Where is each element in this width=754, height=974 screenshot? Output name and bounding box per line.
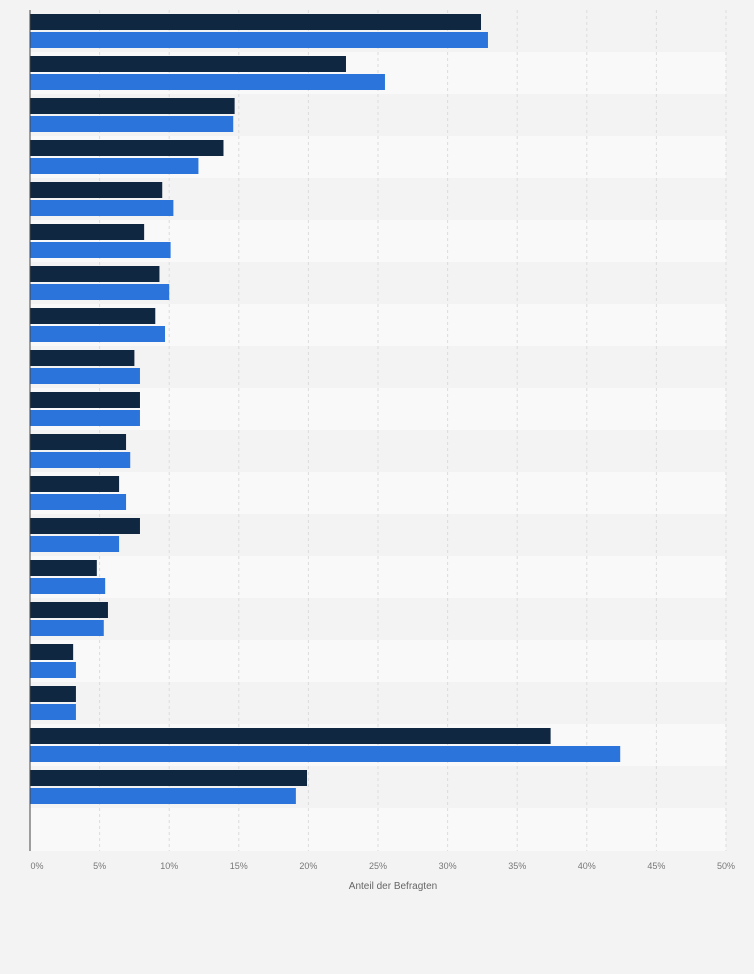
- bar-series-1: [30, 392, 140, 408]
- x-tick-label: 20%: [299, 861, 317, 871]
- bar-series-1: [30, 224, 145, 240]
- bar-series-2: [30, 578, 106, 594]
- bar-series-1: [30, 476, 120, 492]
- bar-series-2: [30, 620, 104, 636]
- bar-series-2: [30, 116, 234, 132]
- bar-series-1: [30, 770, 308, 786]
- bar-series-2: [30, 410, 140, 426]
- bar-series-1: [30, 560, 97, 576]
- x-tick-label: 5%: [93, 861, 106, 871]
- x-tick-label: 0%: [30, 861, 43, 871]
- x-tick-label: 10%: [160, 861, 178, 871]
- bar-series-2: [30, 74, 385, 90]
- bar-series-2: [30, 200, 174, 216]
- bar-series-2: [30, 452, 131, 468]
- x-tick-label: 30%: [439, 861, 457, 871]
- bar-series-1: [30, 728, 551, 744]
- bar-series-2: [30, 704, 76, 720]
- bar-series-2: [30, 788, 296, 804]
- bar-series-2: [30, 32, 488, 48]
- bar-series-2: [30, 536, 120, 552]
- bar-series-2: [30, 662, 76, 678]
- bar-series-2: [30, 158, 199, 174]
- bar-series-1: [30, 644, 74, 660]
- bar-series-1: [30, 518, 140, 534]
- x-tick-labels: 0% 5% 10% 15% 20% 25% 30% 35% 40% 45% 50%: [30, 861, 735, 871]
- x-tick-label: 15%: [230, 861, 248, 871]
- x-tick-label: 40%: [578, 861, 596, 871]
- bar-series-1: [30, 140, 224, 156]
- bar-series-1: [30, 98, 235, 114]
- bar-series-1: [30, 308, 156, 324]
- x-tick-label: 35%: [508, 861, 526, 871]
- bar-series-2: [30, 242, 171, 258]
- bar-series-1: [30, 56, 346, 72]
- bar-series-1: [30, 14, 482, 30]
- bar-series-2: [30, 326, 166, 342]
- bars: [30, 14, 621, 804]
- x-tick-label: 25%: [369, 861, 387, 871]
- row-bands: [30, 10, 726, 851]
- x-tick-label: 45%: [647, 861, 665, 871]
- bar-series-1: [30, 266, 160, 282]
- x-tick-label: 50%: [717, 861, 735, 871]
- bar-series-1: [30, 350, 135, 366]
- bar-series-2: [30, 746, 621, 762]
- bar-series-1: [30, 602, 108, 618]
- bar-series-2: [30, 494, 127, 510]
- bar-series-1: [30, 686, 76, 702]
- x-axis-label: Anteil der Befragten: [349, 881, 437, 892]
- bar-series-1: [30, 434, 127, 450]
- bar-series-2: [30, 368, 140, 384]
- bar-series-1: [30, 182, 163, 198]
- bar-series-2: [30, 284, 170, 300]
